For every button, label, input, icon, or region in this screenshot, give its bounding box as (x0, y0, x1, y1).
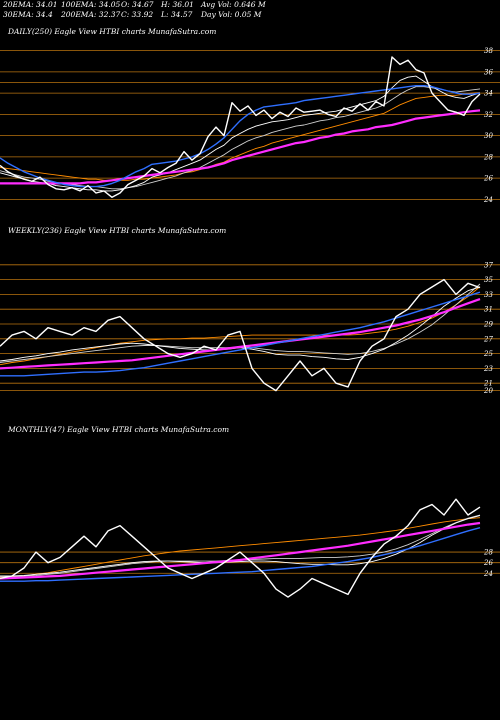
y-tick-label: 26 (483, 175, 493, 183)
header-stat: 20EMA: 34.01 (3, 0, 58, 9)
daily-panel-label: DAILY(250) Eagle View HTBI charts Munafa… (8, 27, 217, 36)
y-tick-label: 32 (484, 111, 493, 119)
header-stat: H: 36.01 (161, 0, 194, 9)
ema20-series-line (0, 75, 481, 192)
ema30-series-line (0, 86, 481, 190)
ema100-series-line (0, 84, 481, 188)
header-stat: Avg Vol: 0.646 M (201, 0, 266, 9)
y-tick-label: 30 (484, 132, 493, 140)
header-stat: Day Vol: 0.05 M (201, 10, 262, 19)
header-stat: 30EMA: 34.4 (3, 10, 53, 19)
header-stat: 200EMA: 32.37 (61, 10, 121, 19)
y-tick-label: 24 (483, 570, 493, 578)
ema20-series-line (0, 515, 481, 577)
chart-panel-2: 24 26 28 (0, 498, 500, 598)
header-stat: O: 34.67 (121, 0, 154, 9)
y-tick-label: 21 (483, 380, 493, 388)
y-tick-label: 33 (484, 291, 493, 299)
y-tick-label: 29 (483, 321, 493, 329)
ema50-series-line (0, 286, 481, 366)
y-tick-label: 26 (483, 559, 493, 567)
chart-panel-0: 24 26 28 30 32 34 36 38 (0, 47, 500, 204)
y-tick-label: 20 (483, 387, 493, 395)
ema200-series-line (0, 521, 481, 580)
y-tick-label: 25 (483, 350, 493, 358)
y-tick-label: 28 (483, 153, 493, 161)
y-tick-label: 28 (483, 549, 493, 557)
y-tick-label: 27 (483, 335, 493, 343)
header-stat: 100EMA: 34.05 (61, 0, 121, 9)
price-series-line (0, 278, 481, 392)
y-tick-label: 31 (484, 306, 493, 314)
ema50-series-line (0, 517, 481, 578)
y-tick-label: 34 (484, 90, 493, 98)
header-stat: L: 34.57 (161, 10, 193, 19)
y-tick-label: 23 (483, 365, 493, 373)
y-tick-label: 24 (483, 196, 493, 204)
price-series-line (0, 498, 481, 598)
ema100-series-line (0, 527, 481, 582)
ema50-series-line (0, 92, 481, 181)
y-tick-label: 36 (484, 68, 493, 76)
weekly-panel-label: WEEKLY(236) Eagle View HTBI charts Munaf… (8, 226, 227, 235)
y-tick-label: 38 (484, 47, 493, 55)
ema200-series-line (0, 109, 481, 185)
header-stat: C: 33.92 (121, 10, 154, 19)
ema200-series-line (0, 298, 481, 370)
monthly-panel-label: MONTHLY(47) Eagle View HTBI charts Munaf… (8, 425, 230, 434)
ema100-series-line (0, 291, 481, 377)
y-tick-label: 35 (484, 276, 493, 284)
y-tick-label: 37 (484, 261, 493, 269)
price-series-line (0, 56, 481, 199)
